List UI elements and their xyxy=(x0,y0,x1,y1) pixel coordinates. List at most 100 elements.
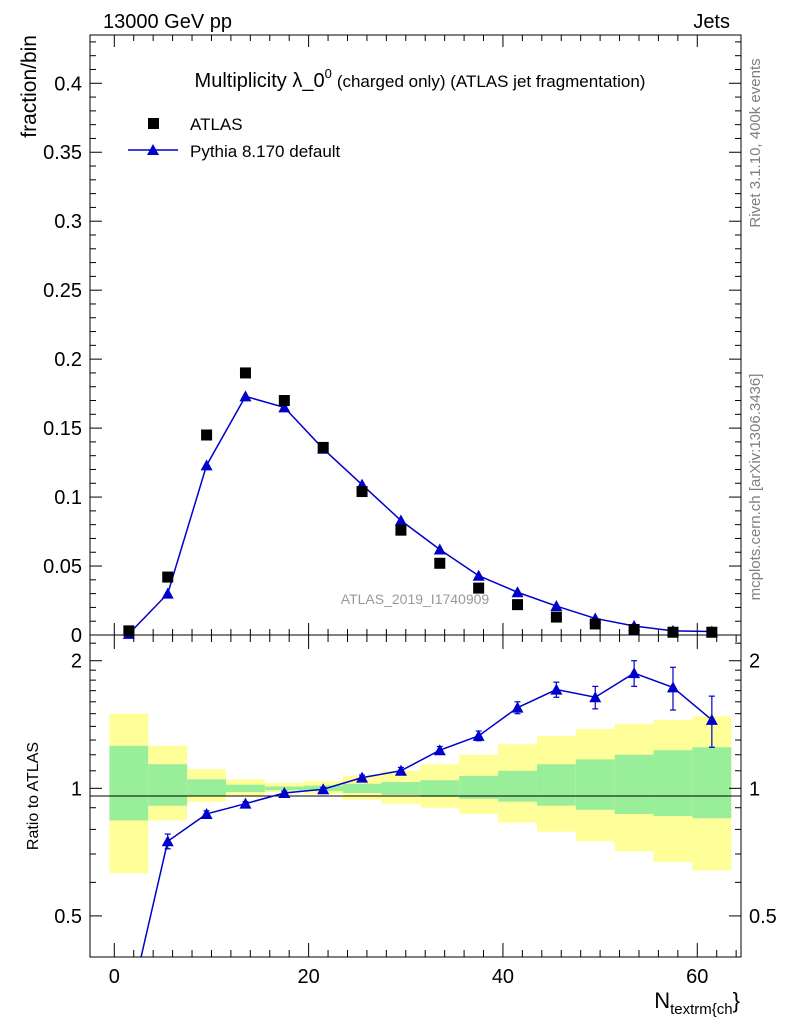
x-tick-label: 20 xyxy=(297,966,319,988)
legend-pythia-marker xyxy=(147,144,159,155)
pythia-point xyxy=(278,401,291,413)
main-y-axis-label: fraction/bin xyxy=(18,35,41,138)
ratio-panel: 0.5 0.51 12 20 20 40 60 Ratio to ATLAS Ntextrm… xyxy=(25,634,777,1018)
atlas-point xyxy=(550,611,562,623)
atlas-point xyxy=(628,623,640,635)
atlas-point xyxy=(395,524,407,536)
ratio-inner-band xyxy=(575,759,615,810)
main-series-group xyxy=(122,367,718,639)
ratio-y-tick-label-right: 0.5 xyxy=(749,906,777,928)
x-axis-label-sub: textrm{ch xyxy=(670,1001,733,1018)
legend-atlas-label: ATLAS xyxy=(190,115,243,134)
main-y-tick-label: 0.35 xyxy=(43,142,82,164)
atlas-point xyxy=(589,618,601,630)
pythia-point xyxy=(239,390,252,402)
atlas-point xyxy=(278,395,290,407)
main-axis-ticks: 0 0.05 0.1 0.15 0.2 0.25 0.3 0.35 0.4 xyxy=(43,35,741,647)
ratio-inner-band xyxy=(187,779,227,796)
atlas-point xyxy=(706,626,718,638)
ratio-inner-band xyxy=(498,770,537,802)
pythia-point xyxy=(511,586,524,598)
ratio-pythia-point xyxy=(472,729,485,741)
pythia-line xyxy=(128,395,712,635)
main-frame xyxy=(89,34,742,636)
atlas-point xyxy=(162,571,174,583)
ratio-inner-band xyxy=(536,764,576,806)
ratio-pythia-point xyxy=(705,713,718,725)
ratio-inner-band xyxy=(459,775,499,799)
atlas-point xyxy=(434,557,446,569)
ratio-y-tick-label-right: 2 xyxy=(749,651,760,673)
ratio-inner-band xyxy=(381,781,421,795)
ratio-clipped-group xyxy=(140,660,718,957)
atlas-point xyxy=(317,441,329,453)
ratio-pythia-point xyxy=(589,691,602,703)
ratio-pythia-point xyxy=(161,835,174,847)
main-y-tick-label: 0.1 xyxy=(54,487,82,509)
ratio-pythia-point xyxy=(511,701,524,713)
main-y-tick-label: 0.25 xyxy=(43,280,82,302)
main-y-tick-label: 0.2 xyxy=(54,349,82,371)
chart-title-main: Multiplicity λ_0 xyxy=(195,70,325,92)
main-panel: 0 0.05 0.1 0.15 0.2 0.25 0.3 0.35 0.4 fraction/b… xyxy=(18,34,742,647)
ratio-y-axis-label: Ratio to ATLAS xyxy=(25,742,42,850)
x-tick-label: 0 xyxy=(109,966,120,988)
chart-title: Multiplicity λ_00 (charged only) (ATLAS j… xyxy=(195,66,646,92)
ratio-inner-band xyxy=(653,750,693,817)
ratio-error-bands xyxy=(109,713,732,874)
legend-pythia-label: Pythia 8.170 default xyxy=(190,142,341,161)
x-tick-label: 40 xyxy=(492,966,514,988)
pythia-point xyxy=(550,600,563,612)
ratio-pythia-point xyxy=(394,764,407,776)
atlas-point xyxy=(123,625,135,637)
ratio-inner-band xyxy=(614,754,654,814)
chart-title-sup: 0 xyxy=(325,66,332,81)
main-y-tick-label: 0 xyxy=(71,625,82,647)
atlas-point xyxy=(473,582,485,594)
x-axis-label-tail: } xyxy=(733,988,740,1013)
ratio-y-tick-label-right: 1 xyxy=(749,778,760,800)
ratio-inner-band xyxy=(148,764,188,806)
ratio-pythia-point xyxy=(239,797,252,809)
ratio-frame xyxy=(89,634,742,958)
mcplots-label: mcplots.cern.ch [arXiv:1306.3436] xyxy=(747,374,764,601)
rivet-version-label: Rivet 3.1.10, 400k events xyxy=(747,58,764,227)
legend-atlas-marker xyxy=(148,118,159,129)
main-y-tick-label: 0.3 xyxy=(54,211,82,233)
atlas-point xyxy=(239,367,251,379)
pythia-point xyxy=(200,459,213,471)
atlas-point xyxy=(201,429,213,441)
pythia-point xyxy=(394,514,407,526)
ratio-pythia-point xyxy=(278,786,291,798)
main-y-tick-label: 0.05 xyxy=(43,556,82,578)
watermark: ATLAS_2019_I1740909 xyxy=(341,591,490,607)
ratio-pythia-line xyxy=(140,672,713,957)
header-energy-label: 13000 GeV pp xyxy=(103,11,232,33)
ratio-inner-band xyxy=(226,784,265,793)
main-y-tick-label: 0.4 xyxy=(54,73,82,95)
ratio-inner-band xyxy=(420,780,460,797)
pythia-point xyxy=(433,543,446,555)
ratio-pythia-point xyxy=(666,681,679,693)
ratio-pythia-point xyxy=(628,667,641,679)
ratio-inner-band xyxy=(109,745,149,821)
chart-title-rest: (charged only) (ATLAS jet fragmentation) xyxy=(337,72,646,91)
main-y-tick-label: 0.15 xyxy=(43,418,82,440)
header-jets-label: Jets xyxy=(693,11,730,33)
ratio-pythia-point xyxy=(356,771,369,783)
pythia-point xyxy=(472,569,485,581)
ratio-inner-band xyxy=(692,747,732,819)
ratio-inner-band xyxy=(342,783,382,793)
ratio-pythia-point xyxy=(550,683,563,695)
ratio-pythia-point xyxy=(317,783,330,795)
ratio-series-group xyxy=(140,660,718,957)
x-tick-label: 60 xyxy=(686,966,708,988)
ratio-y-tick-label-left: 1 xyxy=(71,778,82,800)
atlas-point xyxy=(512,599,524,611)
x-axis-label: Ntextrm{ch} xyxy=(654,988,740,1018)
pythia-point xyxy=(161,587,174,599)
ratio-axis-ticks: 0.5 0.51 12 20 20 40 60 xyxy=(54,635,777,988)
ratio-pythia-point xyxy=(200,807,213,819)
atlas-point xyxy=(667,626,679,638)
